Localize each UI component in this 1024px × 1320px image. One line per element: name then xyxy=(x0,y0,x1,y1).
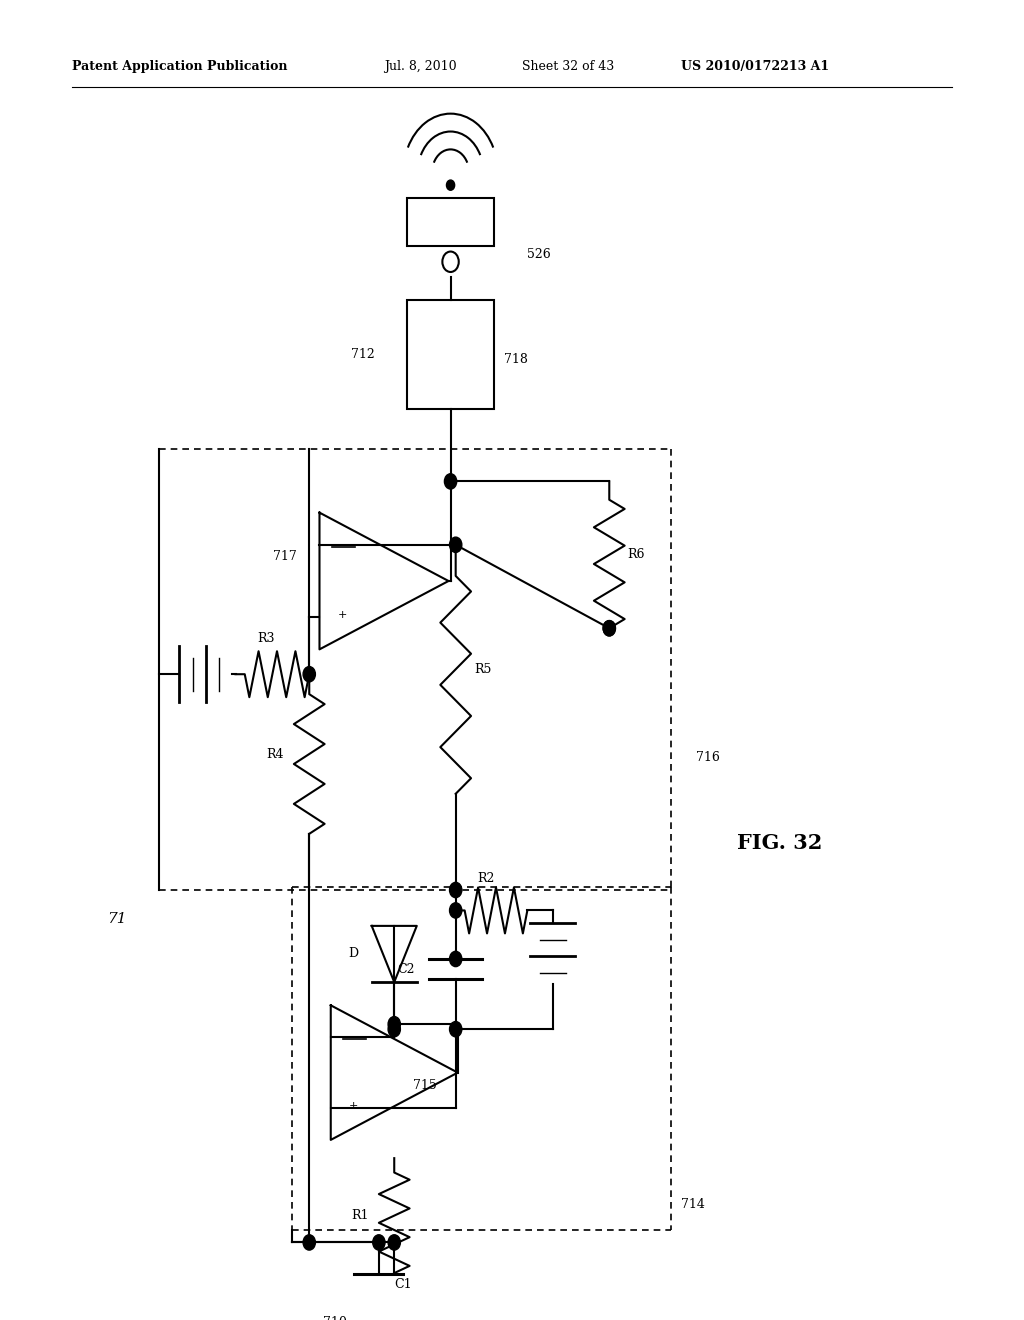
Circle shape xyxy=(450,952,462,966)
Circle shape xyxy=(388,1022,400,1036)
Text: Patent Application Publication: Patent Application Publication xyxy=(72,59,287,73)
Text: 714: 714 xyxy=(681,1197,705,1210)
Circle shape xyxy=(442,252,459,272)
Text: FIG. 32: FIG. 32 xyxy=(737,833,822,853)
Circle shape xyxy=(303,1234,315,1250)
Text: R4: R4 xyxy=(266,747,284,760)
Text: 712: 712 xyxy=(350,348,375,360)
Circle shape xyxy=(444,474,457,488)
Circle shape xyxy=(450,1022,462,1036)
Text: Sheet 32 of 43: Sheet 32 of 43 xyxy=(522,59,614,73)
Text: 526: 526 xyxy=(527,248,551,260)
Circle shape xyxy=(373,1234,385,1250)
Text: 717: 717 xyxy=(273,550,297,564)
Text: US 2010/0172213 A1: US 2010/0172213 A1 xyxy=(681,59,829,73)
Circle shape xyxy=(446,180,455,190)
Circle shape xyxy=(303,667,315,682)
Circle shape xyxy=(603,620,615,636)
Text: D: D xyxy=(348,948,358,961)
Text: 718: 718 xyxy=(504,354,528,366)
Text: 710: 710 xyxy=(323,1316,346,1320)
Circle shape xyxy=(450,882,462,898)
Text: Jul. 8, 2010: Jul. 8, 2010 xyxy=(384,59,457,73)
Circle shape xyxy=(450,903,462,919)
Text: R6: R6 xyxy=(628,548,645,561)
Text: +: + xyxy=(337,610,347,620)
Circle shape xyxy=(388,1016,400,1032)
Circle shape xyxy=(450,537,462,553)
Circle shape xyxy=(603,620,615,636)
Text: R2: R2 xyxy=(477,873,495,884)
Text: R1: R1 xyxy=(351,1209,369,1222)
Text: C2: C2 xyxy=(397,962,415,975)
Text: +: + xyxy=(348,1101,357,1111)
Text: R5: R5 xyxy=(474,663,492,676)
Text: R3: R3 xyxy=(258,632,275,645)
Text: 71: 71 xyxy=(108,912,127,927)
Bar xyxy=(408,300,495,409)
Text: C1: C1 xyxy=(394,1278,412,1291)
Text: 716: 716 xyxy=(696,751,720,764)
Bar xyxy=(408,198,495,247)
Circle shape xyxy=(372,1313,386,1320)
Text: 715: 715 xyxy=(414,1078,437,1092)
Circle shape xyxy=(388,1234,400,1250)
